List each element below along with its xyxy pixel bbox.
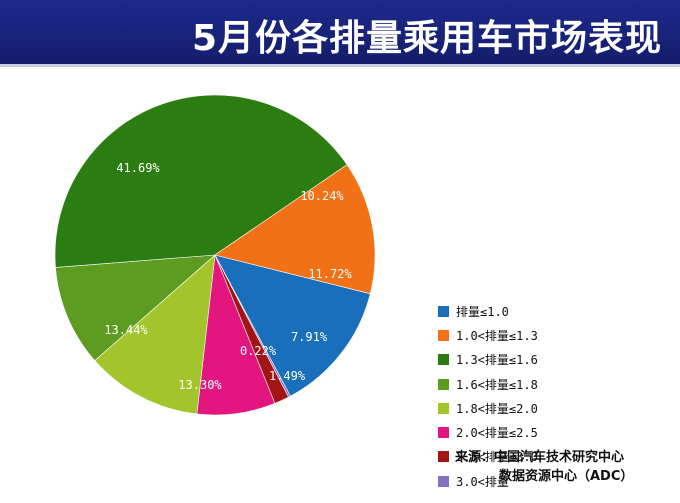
source-note: 来源：中国汽车技术研究中心 数据资源中心（ADC） [455,448,633,486]
data-label-5: 7.91% [291,330,328,344]
legend-label: 1.0<排量≤1.3 [456,328,538,343]
chart-area: 13.30% 13.44% 41.69% 10.24% 11.72% 7.91% 1.49%… [0,67,680,503]
pie-slice-1 [214,164,376,295]
legend-swatch [438,402,449,414]
legend-item-0: 排量≤1.0 [438,299,538,323]
legend-label: 2.0<排量≤2.5 [456,426,538,441]
chart-legend: 排量≤1.0 1.0<排量≤1.3 1.3<排量≤1.6 1.6<排量≤1.8 1.8<… [438,299,538,493]
legend-swatch [438,305,449,317]
pie-slice-0 [214,254,371,397]
legend-label: 2.5<排量≤3.0 [456,450,538,465]
pie-slice-4 [94,254,216,415]
legend-label: 3.0<排量 [456,474,509,489]
pie-slice-3 [55,254,216,362]
data-label-7: 0.22% [240,344,277,358]
legend-label: 1.8<排量≤2.0 [456,401,538,416]
legend-swatch [438,451,449,463]
legend-item-3: 1.6<排量≤1.8 [438,372,538,396]
legend-swatch [438,354,449,366]
data-label-0: 13.30% [178,378,222,392]
legend-label: 1.6<排量≤1.8 [456,377,538,392]
legend-item-7: 3.0<排量 [438,469,538,493]
legend-item-6: 2.5<排量≤3.0 [438,445,538,469]
data-label-1: 13.44% [104,323,148,337]
data-label-2: 41.69% [116,161,160,175]
source-line-1: 来源：中国汽车技术研究中心 [455,450,625,465]
header-banner: 5月份各排量乘用车市场表现 [0,0,680,67]
legend-label: 排量≤1.0 [456,304,509,319]
legend-item-5: 2.0<排量≤2.5 [438,420,538,444]
pie-chart: 13.30% 13.44% 41.69% 10.24% 11.72% 7.91% 1.49%… [54,94,376,416]
legend-swatch [438,427,449,439]
header-divider [0,64,680,67]
data-label-6: 1.49% [269,369,306,383]
legend-label: 1.3<排量≤1.6 [456,353,538,368]
legend-item-4: 1.8<排量≤2.0 [438,396,538,420]
pie-slice-2 [54,94,348,268]
legend-swatch [438,378,449,390]
legend-swatch [438,475,449,487]
source-line-2: 数据资源中心（ADC） [499,469,634,484]
data-label-3: 10.24% [300,189,344,203]
page-title: 5月份各排量乘用车市场表现 [191,18,662,59]
legend-item-1: 1.0<排量≤1.3 [438,323,538,347]
legend-swatch [438,329,449,341]
data-label-4: 11.72% [308,267,352,281]
legend-item-2: 1.3<排量≤1.6 [438,348,538,372]
